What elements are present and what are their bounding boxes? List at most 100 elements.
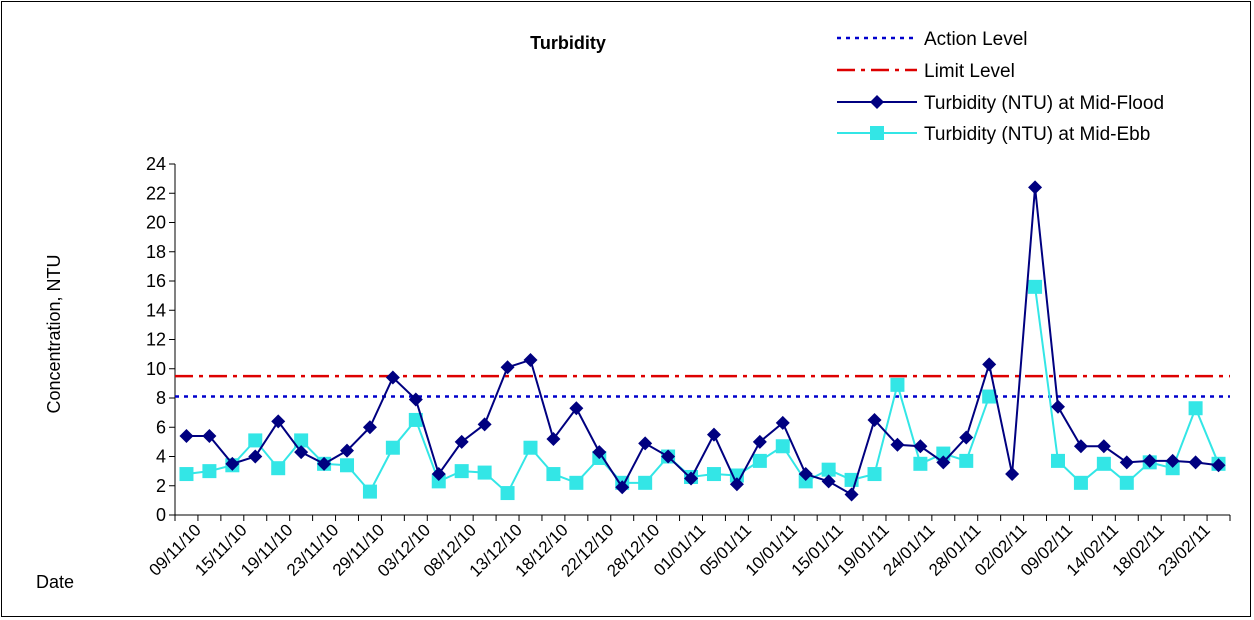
- data-point-mid-flood: [1142, 453, 1157, 468]
- data-point-mid-ebb: [431, 474, 446, 489]
- data-point-mid-ebb: [179, 467, 194, 482]
- data-point-mid-flood: [362, 420, 377, 435]
- y-tick-label: 6: [156, 417, 166, 437]
- data-point-mid-flood: [1119, 455, 1134, 470]
- data-point-mid-flood: [706, 427, 721, 442]
- data-point-mid-flood: [385, 370, 400, 385]
- data-point-mid-ebb: [638, 475, 653, 490]
- data-point-mid-flood: [1096, 439, 1111, 454]
- data-point-mid-flood: [317, 456, 332, 471]
- legend-label: Turbidity (NTU) at Mid-Flood: [924, 93, 1164, 114]
- data-point-mid-ebb: [959, 453, 974, 468]
- data-point-mid-flood: [638, 436, 653, 451]
- y-tick-label: 24: [146, 154, 166, 174]
- chart-title: Turbidity: [530, 33, 606, 53]
- data-point-mid-flood: [546, 431, 561, 446]
- data-point-mid-flood: [523, 352, 538, 367]
- data-point-mid-ebb: [1096, 456, 1111, 471]
- y-tick-label: 2: [156, 476, 166, 496]
- data-point-mid-ebb: [385, 440, 400, 455]
- y-tick-label: 12: [146, 330, 166, 350]
- data-point-mid-ebb: [340, 458, 355, 473]
- series-line-mid-flood: [186, 187, 1219, 497]
- data-point-mid-flood: [844, 487, 859, 502]
- y-axis-label: Concentration, NTU: [44, 254, 64, 413]
- x-axis-label: Date: [36, 572, 74, 592]
- legend-marker-mid-flood: [870, 95, 884, 109]
- y-tick-label: 8: [156, 388, 166, 408]
- data-point-mid-ebb: [1165, 461, 1180, 476]
- data-point-mid-flood: [867, 412, 882, 427]
- data-point-mid-flood: [615, 480, 630, 495]
- data-point-mid-ebb: [202, 464, 217, 479]
- data-point-mid-ebb: [982, 389, 997, 404]
- y-tick-label: 18: [146, 242, 166, 262]
- data-point-mid-flood: [684, 471, 699, 486]
- data-point-mid-ebb: [500, 486, 515, 501]
- y-tick-label: 4: [156, 447, 166, 467]
- data-point-mid-flood: [982, 357, 997, 372]
- data-point-mid-ebb: [523, 440, 538, 455]
- data-point-mid-ebb: [1188, 401, 1203, 416]
- y-tick-label: 16: [146, 271, 166, 291]
- plot-area: 02468101214161820222409/11/1015/11/1019/…: [145, 154, 1231, 581]
- legend-label: Limit Level: [924, 61, 1015, 82]
- data-point-mid-flood: [775, 415, 790, 430]
- legend: Action Level Limit Level Turbidity (NTU) a…: [837, 29, 1164, 145]
- data-point-mid-flood: [340, 443, 355, 458]
- legend-marker-mid-ebb: [870, 126, 884, 140]
- data-point-mid-flood: [1188, 455, 1203, 470]
- data-point-mid-flood: [1165, 453, 1180, 468]
- data-point-mid-ebb: [408, 412, 423, 427]
- data-point-mid-ebb: [867, 467, 882, 482]
- data-point-mid-flood: [294, 445, 309, 460]
- data-point-mid-ebb: [752, 453, 767, 468]
- data-point-mid-flood: [408, 392, 423, 407]
- data-point-mid-flood: [959, 430, 974, 445]
- data-point-mid-flood: [1028, 180, 1043, 195]
- y-tick-label: 14: [146, 300, 166, 320]
- data-point-mid-ebb: [362, 484, 377, 499]
- data-point-mid-flood: [477, 417, 492, 432]
- data-point-mid-ebb: [477, 465, 492, 480]
- data-point-mid-flood: [798, 467, 813, 482]
- data-point-mid-ebb: [569, 475, 584, 490]
- data-point-mid-ebb: [775, 439, 790, 454]
- data-point-mid-flood: [569, 401, 584, 416]
- data-point-mid-ebb: [1073, 475, 1088, 490]
- data-point-mid-flood: [454, 434, 469, 449]
- data-point-mid-flood: [1073, 439, 1088, 454]
- data-point-mid-flood: [821, 474, 836, 489]
- data-point-mid-flood: [890, 437, 905, 452]
- data-point-mid-flood: [913, 439, 928, 454]
- data-point-mid-ebb: [546, 467, 561, 482]
- legend-label: Action Level: [924, 29, 1028, 50]
- data-point-mid-flood: [202, 429, 217, 444]
- data-point-mid-ebb: [890, 377, 905, 392]
- data-point-mid-ebb: [454, 464, 469, 479]
- legend-label: Turbidity (NTU) at Mid-Ebb: [924, 124, 1150, 145]
- data-point-mid-ebb: [271, 461, 286, 476]
- y-tick-label: 0: [156, 505, 166, 525]
- data-point-mid-flood: [729, 477, 744, 492]
- data-point-mid-flood: [179, 429, 194, 444]
- data-point-mid-ebb: [821, 462, 836, 477]
- data-point-mid-flood: [1005, 467, 1020, 482]
- data-point-mid-flood: [225, 456, 240, 471]
- y-tick-label: 20: [146, 213, 166, 233]
- y-tick-label: 22: [146, 183, 166, 203]
- data-point-mid-flood: [431, 467, 446, 482]
- data-point-mid-ebb: [936, 446, 951, 461]
- series-line-mid-ebb: [1034, 286, 1220, 485]
- data-point-mid-ebb: [1050, 453, 1065, 468]
- data-point-mid-ebb: [913, 456, 928, 471]
- data-point-mid-flood: [661, 449, 676, 464]
- data-point-mid-flood: [752, 434, 767, 449]
- data-point-mid-flood: [936, 455, 951, 470]
- data-point-mid-ebb: [294, 433, 309, 448]
- data-point-mid-ebb: [706, 467, 721, 482]
- data-point-mid-flood: [1050, 399, 1065, 414]
- data-point-mid-flood: [592, 445, 607, 460]
